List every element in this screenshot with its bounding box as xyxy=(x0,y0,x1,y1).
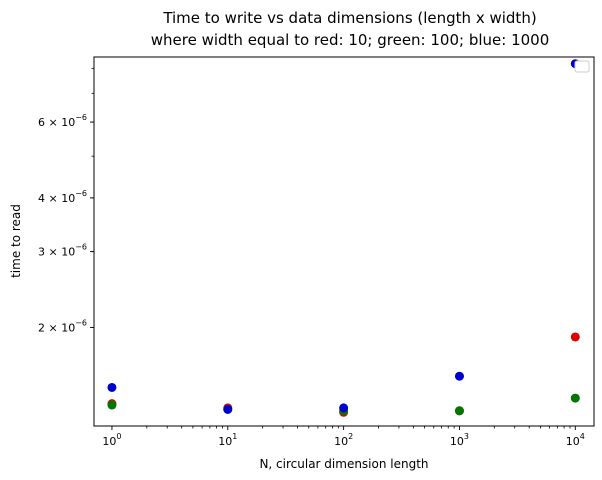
data-point xyxy=(454,371,464,381)
chart-title-line-1: Time to write vs data dimensions (length… xyxy=(162,9,536,27)
legend-box xyxy=(574,60,590,73)
data-point xyxy=(107,400,117,410)
data-point xyxy=(570,393,580,403)
y-axis-label: time to read xyxy=(9,204,23,278)
data-point xyxy=(223,404,233,414)
x-tick-label: 102 xyxy=(334,432,353,448)
y-axis-ticks: 2 × 10−6 3 × 10−6 4 × 10−6 6 × 10−6 xyxy=(38,67,94,334)
y-tick-label: 6 × 10−6 xyxy=(38,113,87,129)
plot-area xyxy=(93,56,595,427)
x-tick-label: 101 xyxy=(218,432,237,448)
x-tick-label: 100 xyxy=(102,432,121,448)
y-tick-label: 3 × 10−6 xyxy=(38,243,87,259)
data-points xyxy=(107,59,580,417)
data-point xyxy=(570,332,580,342)
chart-title-line-2: where width equal to red: 10; green: 100… xyxy=(151,31,550,49)
x-tick-label: 103 xyxy=(450,432,469,448)
x-axis-ticks: 100 101 102 103 104 xyxy=(102,426,585,448)
x-axis-label: N, circular dimension length xyxy=(259,457,428,471)
data-point xyxy=(107,382,117,392)
y-tick-label: 2 × 10−6 xyxy=(38,318,87,334)
data-point xyxy=(454,406,464,416)
y-tick-label: 4 × 10−6 xyxy=(38,189,87,205)
data-point xyxy=(339,403,349,413)
x-tick-label: 104 xyxy=(566,432,585,448)
